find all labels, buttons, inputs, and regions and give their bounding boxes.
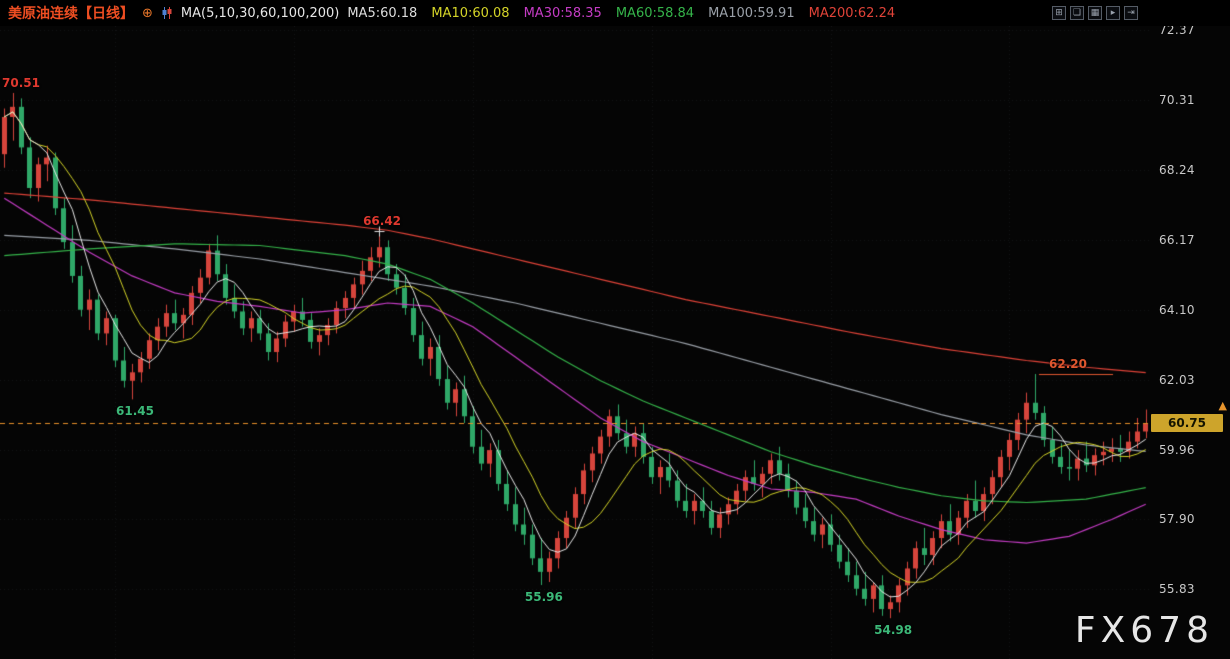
last-price-tag: 60.75 xyxy=(1151,414,1223,433)
y-axis-label: 59.96 xyxy=(1159,442,1195,457)
panel-layout-icon[interactable]: ▦ xyxy=(1088,6,1102,20)
y-axis-label: 64.10 xyxy=(1159,302,1195,317)
ma-legend-ma60: MA60:58.84 xyxy=(615,5,695,21)
y-axis-label: 57.90 xyxy=(1159,512,1195,527)
candlestick-icon-svg xyxy=(162,7,172,19)
add-compare-icon[interactable]: ⊕ xyxy=(142,5,153,21)
y-axis-label: 55.83 xyxy=(1159,582,1195,597)
grid-layout-icon[interactable]: ⊞ xyxy=(1052,6,1066,20)
watermark: FX678 xyxy=(1074,610,1214,651)
ma-legend-ma100: MA100:59.91 xyxy=(708,5,795,21)
chart-area: 72.37 70.31 68.24 66.17 64.10 62.03 59.96 57.90… xyxy=(0,23,1230,659)
candlestick-chart-canvas[interactable] xyxy=(0,26,1230,659)
ma-settings-label[interactable]: MA(5,10,30,60,100,200) xyxy=(180,5,340,21)
play-forward-icon[interactable]: ▸ xyxy=(1106,6,1120,20)
price-direction-arrow-icon[interactable]: ▲ xyxy=(1218,399,1227,413)
split-window-icon[interactable]: ❏ xyxy=(1070,6,1084,20)
window-controls: ⊞ ❏ ▦ ▸ ⇥ xyxy=(1052,6,1138,20)
y-axis-label: 68.24 xyxy=(1159,162,1195,177)
jump-to-latest-icon[interactable]: ⇥ xyxy=(1124,6,1138,20)
ma-legend-ma30: MA30:58.35 xyxy=(523,5,602,21)
candlestick-icon[interactable] xyxy=(161,7,173,19)
y-axis-label: 62.03 xyxy=(1159,372,1195,387)
symbol-title[interactable]: 美原油连续【日线】 xyxy=(8,6,134,22)
chart-toolbar: 美原油连续【日线】 ⊕ MA(5,10,30,60,100,200) MA5:6… xyxy=(0,0,1230,26)
y-axis-label: 66.17 xyxy=(1159,232,1195,247)
y-axis-label: 72.37 xyxy=(1159,23,1195,38)
y-axis-label: 70.31 xyxy=(1159,92,1195,107)
price-axis[interactable]: 72.37 70.31 68.24 66.17 64.10 62.03 59.96 57.90… xyxy=(1155,23,1230,659)
ma-legend-ma10: MA10:60.08 xyxy=(431,5,510,21)
ma-legend: MA5:60.18 MA10:60.08 MA30:58.35 MA60:58.84 M… xyxy=(347,6,895,21)
ma-legend-ma200: MA200:62.24 xyxy=(808,5,896,21)
ma-legend-ma5: MA5:60.18 xyxy=(347,5,418,21)
